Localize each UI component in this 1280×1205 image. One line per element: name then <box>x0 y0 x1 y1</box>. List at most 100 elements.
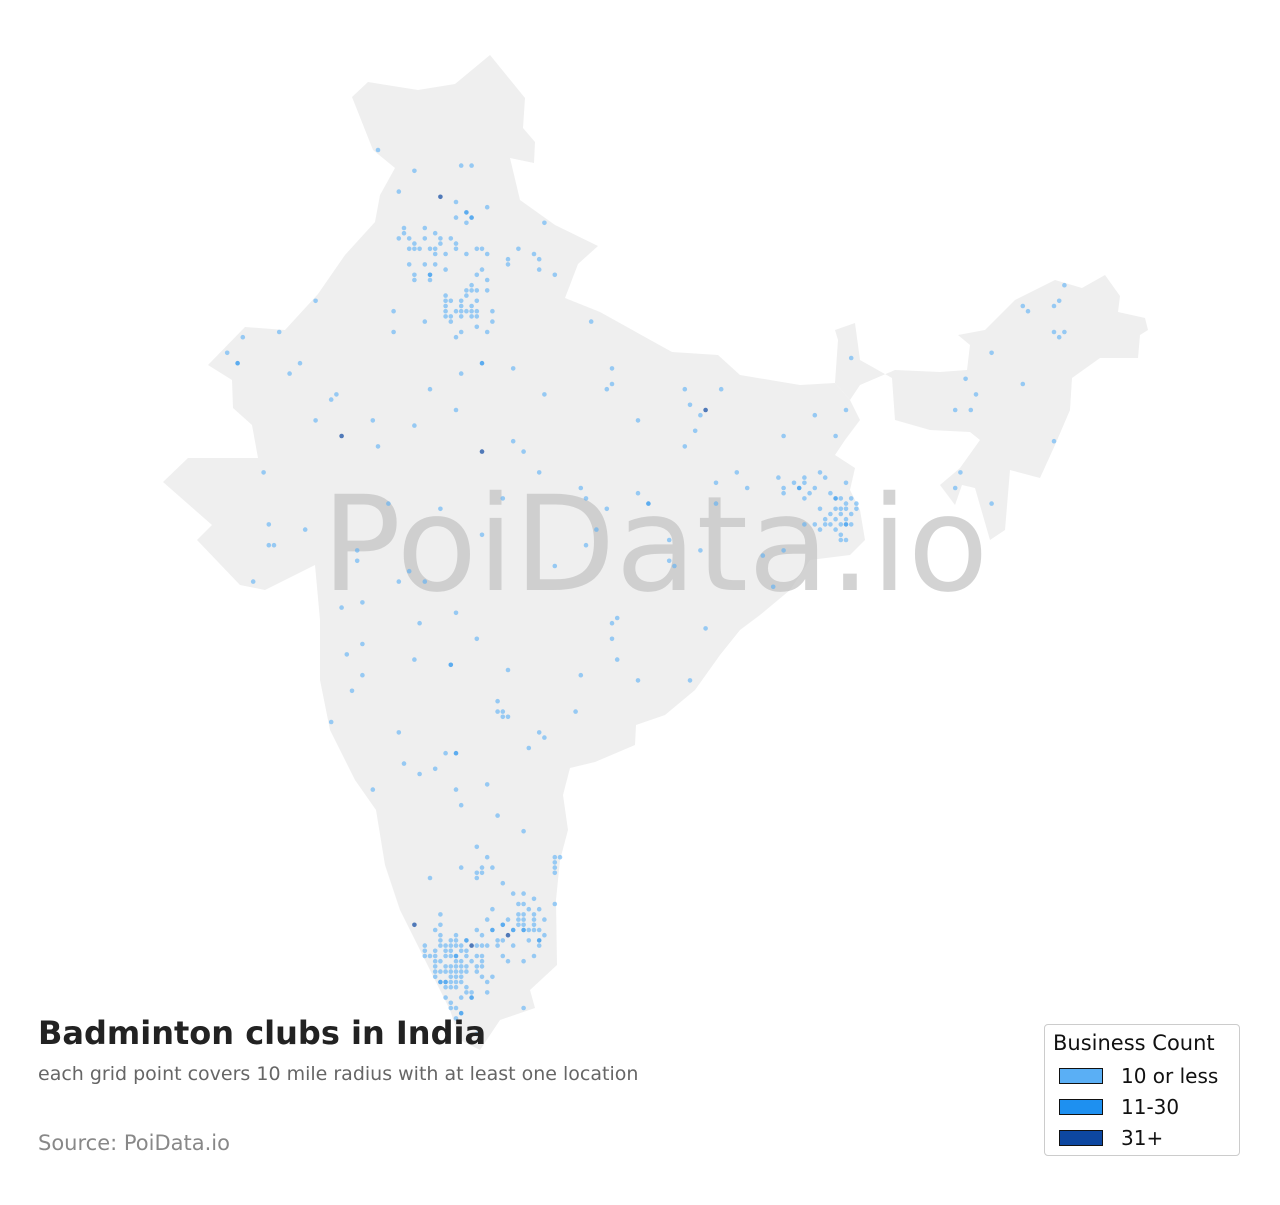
grid-point <box>448 298 454 304</box>
grid-point <box>412 423 417 428</box>
grid-point <box>427 386 433 392</box>
grid-point <box>443 995 448 1000</box>
grid-point <box>339 605 344 610</box>
grid-point <box>573 709 578 714</box>
grid-point <box>802 480 807 486</box>
grid-point <box>474 870 480 876</box>
grid-point <box>469 958 474 964</box>
grid-point <box>443 979 448 985</box>
grid-point <box>542 392 547 397</box>
grid-point <box>604 386 610 392</box>
grid-point <box>474 272 480 278</box>
grid-point <box>604 506 610 512</box>
grid-point <box>479 870 485 876</box>
grid-point <box>484 251 490 257</box>
grid-point <box>744 485 750 491</box>
grid-point <box>588 319 594 324</box>
grid-point <box>516 246 521 252</box>
grid-point <box>594 527 599 532</box>
grid-point <box>412 657 417 662</box>
grid-point <box>297 360 303 366</box>
grid-point <box>521 917 526 922</box>
grid-point <box>432 958 438 964</box>
grid-point <box>578 672 584 678</box>
grid-point <box>734 470 740 475</box>
grid-point <box>848 355 854 361</box>
grid-point <box>812 412 818 418</box>
grid-point <box>843 480 849 486</box>
grid-point <box>422 225 428 231</box>
grid-point <box>713 480 719 486</box>
legend-item-high: 31+ <box>1059 1126 1163 1150</box>
grid-point <box>464 953 469 959</box>
grid-point <box>469 215 474 220</box>
grid-point <box>479 532 485 538</box>
grid-point <box>843 506 849 512</box>
legend-swatch <box>1059 1099 1103 1115</box>
grid-point <box>401 225 407 231</box>
grid-point <box>448 969 454 974</box>
grid-point <box>479 865 485 870</box>
grid-point <box>552 860 558 865</box>
grid-point <box>422 953 428 959</box>
grid-point <box>375 444 381 449</box>
grid-point <box>552 272 558 278</box>
grid-point <box>453 932 459 938</box>
grid-point <box>838 532 844 538</box>
grid-point <box>526 745 532 751</box>
grid-point <box>458 964 464 969</box>
grid-point <box>448 236 454 241</box>
grid-point <box>505 958 511 964</box>
grid-point <box>422 948 428 954</box>
grid-point <box>453 1016 459 1021</box>
grid-point <box>458 969 464 974</box>
grid-point <box>370 418 376 423</box>
grid-point <box>458 948 464 954</box>
grid-point <box>464 220 469 226</box>
grid-point <box>339 433 344 439</box>
grid-point <box>464 964 469 969</box>
grid-point <box>516 901 521 907</box>
grid-point <box>464 210 469 215</box>
grid-point <box>271 542 277 548</box>
grid-point <box>453 610 459 616</box>
grid-point <box>438 932 443 938</box>
grid-point <box>822 475 828 480</box>
grid-point <box>812 485 818 491</box>
grid-point <box>453 969 459 974</box>
grid-point <box>427 953 433 959</box>
grid-point <box>474 308 480 314</box>
grid-point <box>760 553 766 558</box>
grid-point <box>510 927 516 933</box>
grid-point <box>531 927 537 933</box>
grid-point <box>479 958 485 964</box>
grid-point <box>448 1005 454 1011</box>
grid-point <box>484 979 490 985</box>
grid-point <box>453 1005 459 1011</box>
grid-point <box>614 657 620 662</box>
grid-point <box>500 709 506 714</box>
grid-point <box>266 542 272 548</box>
grid-point <box>464 969 469 974</box>
grid-point <box>843 522 849 527</box>
grid-point <box>521 912 526 917</box>
grid-point <box>412 277 417 283</box>
grid-point <box>448 943 454 948</box>
grid-point <box>458 865 464 870</box>
grid-point <box>781 490 786 496</box>
grid-point <box>479 360 485 366</box>
grid-point <box>687 678 693 683</box>
grid-point <box>464 990 469 995</box>
grid-point <box>531 922 537 928</box>
grid-point <box>328 397 334 402</box>
grid-point <box>443 969 448 974</box>
grid-point <box>469 308 474 314</box>
grid-point <box>406 262 412 267</box>
grid-point <box>833 516 838 522</box>
grid-point <box>464 251 469 257</box>
grid-point <box>1062 329 1067 335</box>
grid-point <box>531 251 537 257</box>
grid-point <box>495 813 500 818</box>
grid-point <box>448 964 454 969</box>
